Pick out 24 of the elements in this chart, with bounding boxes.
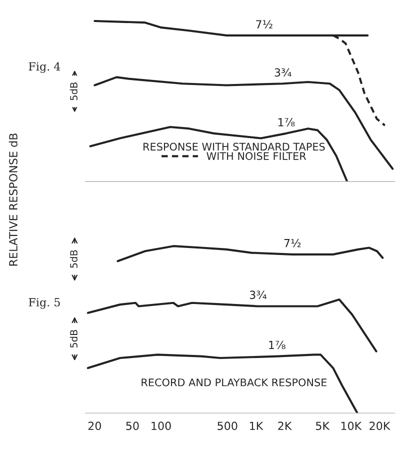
x-tick-label: 50 [126,422,139,430]
annotation: RECORD AND PLAYBACK RESPONSE [142,378,327,386]
x-tick-label: 20 [88,422,101,430]
text: Fig. 4 [28,62,60,73]
x-tick-label: 2K [278,422,292,430]
x-tick-label: 500 [218,422,238,430]
x-tick-label: 5K [316,422,330,430]
x-tick-label: 100 [152,422,171,430]
series-label: 7½ [256,20,272,28]
text: 5dB [70,330,78,348]
legend-label: WITH NOISE FILTER [206,152,306,160]
annotation: RESPONSE WITH STANDARD TAPES [144,142,325,151]
series-label: 3¾ [250,290,267,300]
text: 5dB [70,250,78,268]
series-label: 3¾ [274,68,292,77]
y-axis-title: RELATIVE RESPONSE dB [8,134,18,266]
x-tick-label: 20K [370,422,390,430]
series-label: 7½ [284,238,301,248]
text: 5dB [70,82,78,100]
x-tick-label: 1K [250,422,264,430]
x-tick-label: 10K [341,422,362,430]
series-label: 1⅞ [278,118,295,126]
text: Fig. 5 [28,298,60,309]
series-label: 1⅞ [269,340,286,350]
